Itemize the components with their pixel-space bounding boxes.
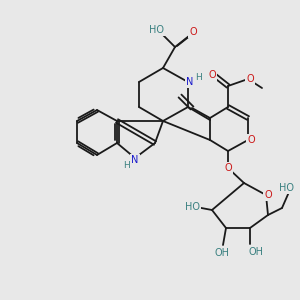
Text: H: H bbox=[195, 73, 201, 82]
Text: O: O bbox=[247, 135, 255, 145]
Text: OH: OH bbox=[214, 248, 230, 258]
Text: O: O bbox=[264, 190, 272, 200]
Text: O: O bbox=[189, 27, 197, 37]
Text: N: N bbox=[131, 155, 139, 165]
Text: OH: OH bbox=[248, 247, 263, 257]
Text: O: O bbox=[208, 70, 216, 80]
Text: HO: HO bbox=[184, 202, 200, 212]
Text: H: H bbox=[124, 160, 130, 169]
Text: HO: HO bbox=[149, 25, 164, 35]
Text: O: O bbox=[246, 74, 254, 84]
Text: O: O bbox=[224, 163, 232, 173]
Text: HO: HO bbox=[280, 183, 295, 193]
Text: N: N bbox=[186, 77, 194, 87]
